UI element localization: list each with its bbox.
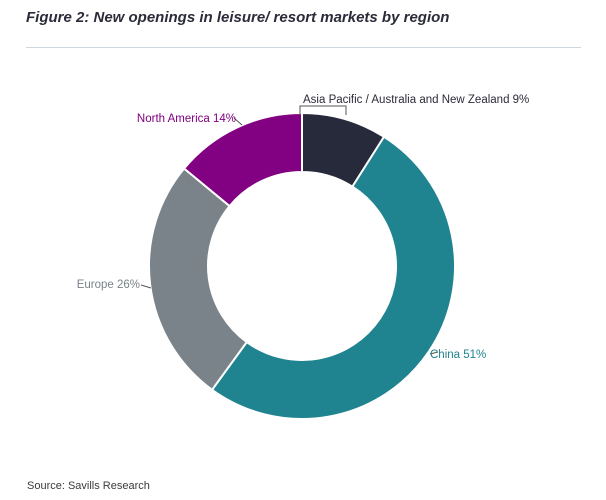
label-leaders bbox=[140, 105, 439, 355]
donut-slice-north-america bbox=[182, 111, 303, 208]
chart-title: Figure 2: New openings in leisure/ resor… bbox=[26, 9, 450, 26]
data-label-china: China 51% bbox=[430, 349, 486, 361]
leader-line-china bbox=[429, 351, 439, 355]
leader-line-north-america bbox=[233, 117, 243, 126]
leader-line-asia-pacific-australia-and-new-zealand bbox=[299, 105, 347, 115]
donut-slices bbox=[148, 111, 456, 420]
data-label-europe: Europe 26% bbox=[77, 279, 140, 291]
data-label-north-america: North America 14% bbox=[137, 113, 236, 125]
data-labels: Asia Pacific / Australia and New Zealand… bbox=[77, 94, 530, 361]
leader-line-europe bbox=[140, 284, 152, 289]
data-label-asia-pacific-australia-and-new-zealand: Asia Pacific / Australia and New Zealand… bbox=[303, 94, 529, 106]
donut-slice-europe bbox=[148, 167, 249, 392]
donut-slice-china bbox=[210, 135, 456, 420]
title-divider bbox=[26, 47, 581, 48]
source-note: Source: Savills Research bbox=[27, 480, 150, 492]
